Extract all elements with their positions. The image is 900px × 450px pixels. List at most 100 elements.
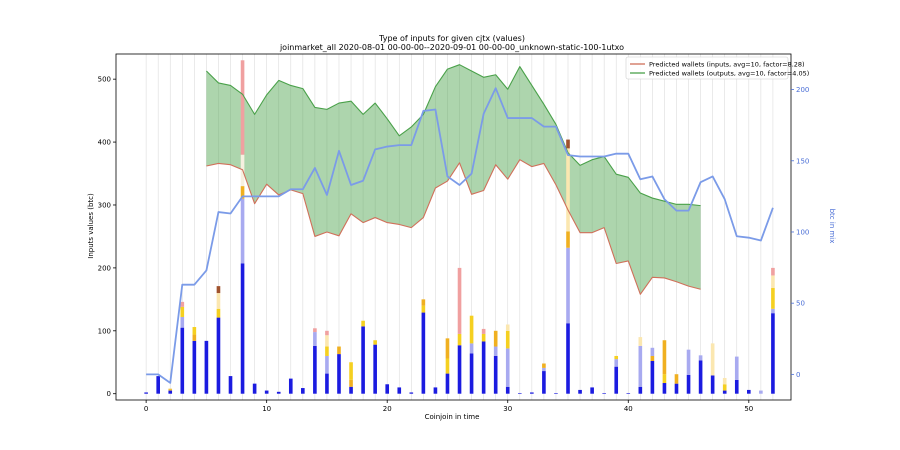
bar-segment <box>710 375 715 394</box>
bar-segment <box>505 348 510 387</box>
bar-segment <box>337 346 341 355</box>
bar-segment <box>674 383 679 394</box>
bar-segment <box>180 301 185 307</box>
bar-segment <box>240 198 245 264</box>
bar-segment <box>614 355 619 360</box>
bar-segment <box>771 308 775 314</box>
bar-segment <box>385 384 390 394</box>
bar-segment <box>276 391 281 394</box>
bar-segment <box>180 316 185 328</box>
bar-segment <box>710 343 715 376</box>
bar-segment <box>397 387 402 394</box>
y-axis-label: Inputs values (btc) <box>87 193 95 259</box>
bar-segment <box>650 347 655 356</box>
bar-segment <box>313 328 317 333</box>
bar-segment <box>240 186 245 199</box>
bar-segment <box>156 376 160 394</box>
bar-segment <box>180 306 185 317</box>
bar-segment <box>566 139 570 149</box>
x-tick-label: 20 <box>383 405 392 413</box>
legend: Predicted wallets (inputs, avg=10, facto… <box>625 56 809 80</box>
bar-segment <box>192 327 197 335</box>
series-line-outputs <box>206 64 701 207</box>
y2-tick-label: 100 <box>796 228 809 236</box>
bar-segment <box>325 355 329 374</box>
bar-segment <box>747 389 751 394</box>
y2-axis: 0 50 100 150 200 <box>791 86 809 379</box>
bar-segment <box>240 263 245 394</box>
bar-segment <box>722 390 727 394</box>
bar-segment <box>373 340 377 345</box>
bar-segment <box>325 335 329 347</box>
bar-segment <box>686 374 691 394</box>
x-tick-label: 10 <box>262 405 271 413</box>
title-line: Type of inputs for given cjtx (values) <box>378 34 525 43</box>
y2-tick-label: 50 <box>796 300 805 308</box>
series-line-btc-in-mix <box>146 87 774 384</box>
legend-label: Predicted wallets (outputs, avg=10, fact… <box>649 69 809 77</box>
bar-segment <box>421 312 426 394</box>
bar-segment <box>216 286 221 294</box>
grid-layer <box>145 54 774 400</box>
bar-segment <box>216 308 221 318</box>
bar-segment <box>505 330 510 349</box>
bar-segment <box>566 247 570 324</box>
bar-segment <box>614 359 619 367</box>
bar-segment <box>457 345 462 394</box>
bar-segment <box>144 392 148 394</box>
x-tick-label: 0 <box>144 405 148 413</box>
bar-segment <box>566 323 570 394</box>
fill-layer <box>206 64 701 295</box>
bar-segment <box>481 341 486 394</box>
bar-segment <box>614 366 619 394</box>
bar-segment <box>722 384 727 391</box>
bar-segment <box>421 305 426 313</box>
y2-tick-label: 150 <box>796 157 809 165</box>
x-tick-label: 30 <box>503 405 512 413</box>
bar-segment <box>325 330 329 336</box>
bar-segment <box>734 379 739 394</box>
y2-tick-label: 200 <box>796 86 809 94</box>
bar-segment <box>517 393 522 394</box>
bar-segment <box>313 332 317 346</box>
bar-segment <box>542 363 546 368</box>
x-tick-label: 40 <box>624 405 633 413</box>
bar-segment <box>542 367 546 372</box>
lines-layer <box>146 64 774 384</box>
bar-segment <box>505 386 510 394</box>
bar-segment <box>530 392 534 394</box>
bar-segment <box>698 360 703 394</box>
y-tick-label: 100 <box>98 327 111 335</box>
bar-segment <box>325 373 329 394</box>
bar-segment <box>698 355 703 361</box>
bar-segment <box>505 324 510 331</box>
bar-segment <box>542 371 546 394</box>
bar-segment <box>445 338 450 359</box>
bar-segment <box>445 358 450 374</box>
bar-segment <box>409 392 414 394</box>
bar-segment <box>469 353 474 394</box>
bar-segment <box>180 327 185 394</box>
bar-segment <box>566 231 570 248</box>
bar-segment <box>674 374 679 384</box>
bar-segment <box>686 349 691 375</box>
y-tick-label: 500 <box>98 76 111 84</box>
x-tick-label: 50 <box>744 405 753 413</box>
bar-segment <box>638 386 643 394</box>
bar-segment <box>771 313 775 394</box>
x-axis: 0 10 20 30 40 50 <box>144 400 753 413</box>
bar-segment <box>493 355 498 394</box>
bar-segment <box>421 299 426 306</box>
legend-box <box>625 56 789 80</box>
bar-segment <box>168 388 173 391</box>
bar-segment <box>662 383 667 394</box>
bar-segment <box>288 378 293 394</box>
bar-segment <box>240 60 245 155</box>
bar-segment <box>457 333 462 346</box>
subtitle-line: joinmarket_all 2020-08-01 00-00-00--2020… <box>279 43 624 52</box>
bar-segment <box>734 356 739 380</box>
bar-segment <box>481 328 486 334</box>
bar-segment <box>192 340 197 394</box>
wallets-band-fill <box>206 64 701 295</box>
